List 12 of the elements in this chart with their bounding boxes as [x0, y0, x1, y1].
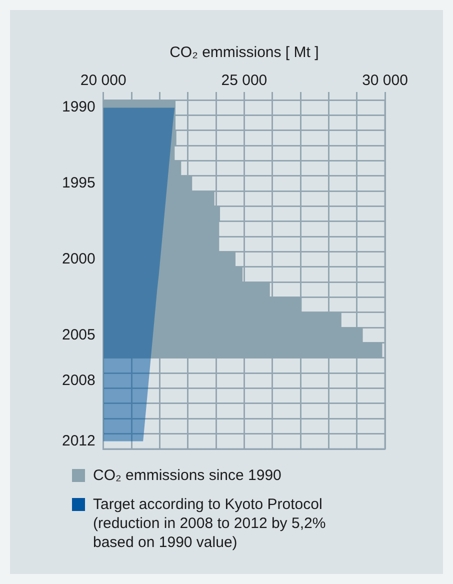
y-tick-label: 2005	[62, 326, 96, 344]
x-tick-label: 30 000	[362, 72, 408, 90]
x-axis-title: CO₂ emmissions [ Mt ]	[170, 44, 319, 62]
y-tick-label: 2000	[62, 250, 96, 268]
y-tick-label: 1995	[62, 174, 96, 192]
y-tick-label: 2008	[62, 372, 96, 389]
x-tick-label: 20 000	[80, 72, 126, 90]
legend-label: CO₂ emmissions since 1990	[93, 466, 282, 485]
legend-label: Target according to Kyoto Protocol (reduction in 2008 to 2012 by 5,2% based on 1990 value)	[93, 495, 327, 552]
x-tick-label: 25 000	[221, 72, 268, 90]
y-tick-label: 1990	[62, 98, 96, 116]
y-tick-label: 2012	[62, 432, 96, 450]
